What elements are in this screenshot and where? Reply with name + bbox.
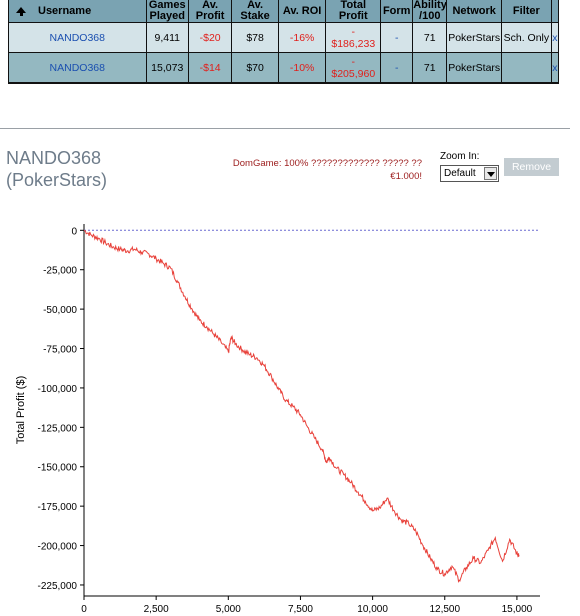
- games-played-cell: 9,411: [146, 23, 188, 52]
- av-stake-cell: $78: [232, 23, 278, 52]
- username-cell: NANDO368: [9, 53, 146, 82]
- series-line-total-profit: [83, 229, 520, 584]
- x-tick-label: 2,500: [144, 604, 169, 615]
- promo-line-1: DomGame: 100% ????????????? ????? ??: [232, 158, 422, 169]
- remove-row-icon[interactable]: x: [551, 23, 558, 52]
- y-tick-label: -75,000: [43, 345, 77, 356]
- promo-text[interactable]: DomGame: 100% ????????????? ????? ?? €1.…: [192, 157, 422, 183]
- av-roi-cell: -10%: [278, 53, 326, 82]
- x-tick-label: 0: [81, 604, 87, 615]
- y-tick-label: -100,000: [38, 384, 78, 395]
- column-header-av-roi[interactable]: Av. ROI: [278, 0, 326, 22]
- chevron-down-icon: [487, 172, 495, 177]
- player-name: NANDO368: [6, 148, 102, 168]
- network-cell: PokerStars: [447, 23, 502, 52]
- zoom-select[interactable]: Default: [440, 165, 499, 182]
- y-tick-label: -200,000: [38, 542, 78, 553]
- form-cell: -: [381, 23, 413, 52]
- column-header-total-profit[interactable]: Total Profit: [326, 0, 381, 22]
- y-tick-label: -125,000: [38, 423, 78, 434]
- remove-row-icon[interactable]: x: [551, 53, 558, 82]
- y-tick-label: -25,000: [43, 266, 77, 277]
- column-header-av-profit[interactable]: Av. Profit: [188, 0, 232, 22]
- remove-button[interactable]: Remove: [504, 158, 559, 176]
- games-played-cell: 15,073: [146, 53, 188, 82]
- x-tick-label: 5,000: [216, 604, 241, 615]
- x-tick-label: 12,500: [429, 604, 460, 615]
- form-cell: -: [381, 53, 413, 82]
- column-header-ability[interactable]: Ability /100: [413, 0, 447, 22]
- column-header-form[interactable]: Form: [381, 0, 413, 22]
- x-tick-label: 10,000: [357, 604, 388, 615]
- y-tick-label: -150,000: [38, 463, 78, 474]
- results-table: Username Games Played Av. Profit Av. Sta…: [8, 0, 559, 84]
- y-axis-label: Total Profit ($): [15, 376, 27, 444]
- av-stake-cell: $70: [232, 53, 278, 82]
- network-cell: PokerStars: [447, 53, 502, 82]
- column-header-username[interactable]: Username: [9, 0, 146, 22]
- y-tick-label: -175,000: [38, 502, 78, 513]
- y-tick-label: -225,000: [38, 581, 78, 592]
- username-link[interactable]: NANDO368: [49, 61, 105, 74]
- av-roi-cell: -16%: [278, 23, 326, 52]
- total-profit-cell: - $186,233: [326, 23, 381, 52]
- zoom-label: Zoom In:: [440, 151, 480, 162]
- y-tick-label: 0: [71, 226, 77, 237]
- column-header-network[interactable]: Network: [447, 0, 502, 22]
- av-profit-cell: -$20: [188, 23, 232, 52]
- column-header-filter[interactable]: Filter: [502, 0, 551, 22]
- player-network: (PokerStars): [6, 170, 108, 190]
- ability-cell: 71: [413, 23, 447, 52]
- y-tick-label: -50,000: [43, 305, 77, 316]
- section-divider: [0, 128, 570, 129]
- zoom-selected-value: Default: [444, 168, 476, 179]
- sort-arrow-icon[interactable]: [16, 6, 26, 16]
- total-profit-value: $186,233: [331, 37, 376, 50]
- profit-chart: 0 -25,000 -50,000 -75,000 -100,000 -125,000 -1…: [15, 224, 540, 615]
- zoom-dropdown-button[interactable]: [484, 167, 497, 180]
- filter-cell: Sch. Only: [502, 23, 551, 52]
- filter-cell: [502, 53, 551, 82]
- table-row: NANDO368 9,411 -$20 $78 -16% - $186,233 -…: [9, 23, 558, 52]
- column-header-remove: [551, 0, 558, 22]
- av-profit-cell: -$14: [188, 53, 232, 82]
- x-tick-label: 7,500: [288, 604, 313, 615]
- total-profit-sign: -: [351, 25, 356, 38]
- column-header-games-played[interactable]: Games Played: [146, 0, 188, 22]
- username-cell: NANDO368: [9, 23, 146, 52]
- table-row: NANDO368 15,073 -$14 $70 -10% - $205,960 …: [9, 53, 558, 82]
- ability-cell: 71: [413, 53, 447, 82]
- chart-axes: [83, 224, 540, 597]
- username-link[interactable]: NANDO368: [49, 31, 105, 44]
- player-title: NANDO368 (PokerStars): [6, 147, 107, 191]
- x-tick-label: 15,000: [502, 604, 533, 615]
- total-profit-sign: -: [351, 55, 356, 68]
- table-header-row: Username Games Played Av. Profit Av. Sta…: [9, 0, 558, 22]
- chart-ticks: 0 -25,000 -50,000 -75,000 -100,000 -125,000 -1…: [38, 226, 533, 615]
- total-profit-value: $205,960: [331, 67, 376, 80]
- total-profit-cell: - $205,960: [326, 53, 381, 82]
- promo-line-2: €1.000!: [390, 171, 422, 182]
- column-header-av-stake[interactable]: Av. Stake: [232, 0, 278, 22]
